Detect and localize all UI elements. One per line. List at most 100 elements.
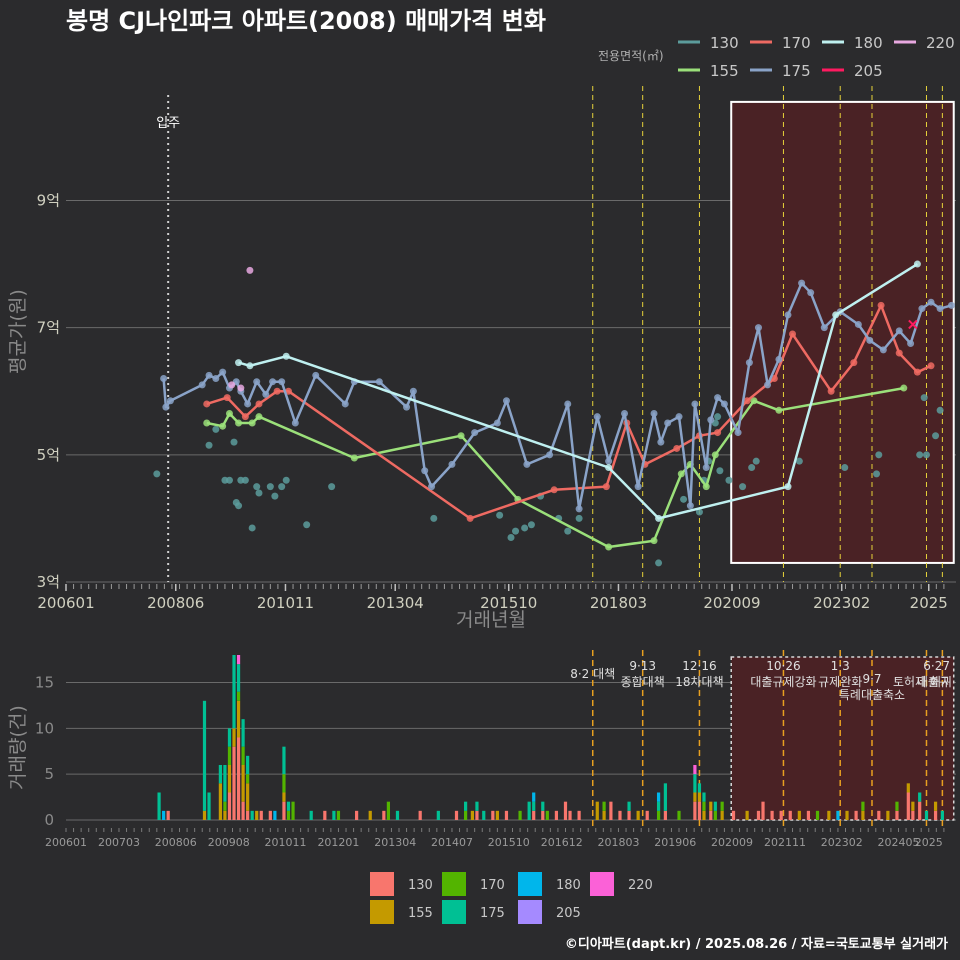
data-point-130 [255,489,263,497]
vol-bar [563,801,568,820]
vol-legend-label-205: 205 [556,906,581,921]
data-point-180 [246,362,254,370]
vol-bar [911,801,915,811]
data-point-175 [936,305,944,313]
data-point-130 [795,457,803,465]
vol-bar [713,801,717,811]
data-point-175 [657,438,665,446]
vol-bar [246,774,250,784]
data-point-170 [550,486,558,494]
vol-bar [827,810,831,820]
vol-bar [877,810,881,820]
data-point-170 [241,413,249,421]
data-point-130 [841,464,849,472]
vol-legend-label-170: 170 [480,878,505,893]
data-point-155 [702,483,710,491]
data-point-130 [655,559,663,567]
vol-bar [788,810,792,820]
vol-bar [223,810,227,820]
vol-bar [663,810,667,820]
data-point-170 [913,368,921,376]
policy-label: 토허제 해지 [893,675,952,689]
vol-legend-label-180: 180 [556,878,581,893]
vol-bar [697,801,702,820]
data-point-170 [602,483,610,491]
policy-label: 18차대책 [675,674,723,689]
policy-label: 1·3 [831,659,850,673]
data-point-175 [493,419,501,427]
data-point-170 [827,387,835,395]
data-point-130 [303,521,311,529]
data-point-180 [282,352,290,360]
data-point-130 [527,521,535,529]
data-point-175 [403,403,411,411]
vol-bar [291,801,295,820]
legend-label-180: 180 [854,34,883,52]
data-point-175 [664,419,672,427]
chart-title: 봉명 CJ나인파크 아파트(2008) 매매가격 변화 [66,7,546,35]
data-point-175 [947,301,955,309]
x-tick-label: 201803 [590,594,647,612]
vol-bar [577,810,581,820]
policy-label: 규제완화 [818,675,862,689]
vol-bar [627,810,631,820]
legend-label-175: 175 [782,62,811,80]
y-axis-label: 평균가(원) [7,289,29,374]
vol-bar [227,792,232,820]
vol-bar [259,810,263,820]
vol-y-tick-label: 5 [44,765,54,783]
x-axis-label: 거래년월 [456,609,526,631]
vol-bar [207,792,211,820]
vol-bar [470,810,475,820]
data-point-175 [754,324,762,332]
data-point-175 [714,394,722,402]
vol-bar [491,810,495,820]
data-point-175 [854,320,862,328]
vol-bar [386,801,390,820]
vol-bar [246,810,250,820]
data-point-175 [278,378,286,386]
vol-bar [713,810,717,820]
vol-bar [541,810,545,820]
vol-x-tick-label: 200908 [208,836,250,849]
vol-bar [554,810,559,820]
vol-bar [504,810,509,820]
data-point-175 [162,403,170,411]
vol-bar [636,810,640,820]
data-point-130 [564,527,572,535]
data-point-155 [248,419,256,427]
policy-label: 대출규 [917,675,950,689]
vol-bar [602,801,606,811]
vol-bar [731,810,736,820]
data-point-130 [507,533,515,541]
vol-bar [241,719,245,747]
vol-x-tick-label: 201201 [317,836,359,849]
data-point-170 [895,349,903,357]
vol-bar [906,783,910,793]
vol-bar [532,792,536,802]
vol-x-tick-label: 201011 [264,836,306,849]
vol-bar [227,746,232,765]
y-tick-label: 5억 [37,446,60,464]
data-point-175 [720,400,728,408]
data-point-220 [246,266,254,274]
vol-x-tick-label: 2025 [915,836,943,849]
vol-bar [463,810,468,820]
data-point-155 [711,451,719,459]
vol-bar [656,801,661,811]
vol-bar [861,801,865,811]
vol-bar [720,810,724,820]
vol-bar [236,664,241,692]
data-point-130 [282,476,290,484]
data-point-130 [936,406,944,414]
data-point-175 [523,460,531,468]
data-point-175 [784,311,792,319]
vol-bar [918,801,922,820]
data-point-175 [471,429,479,437]
vol-bar [677,810,681,820]
vol-highlight-box [730,656,955,821]
vol-bar [702,792,706,802]
vol-bar [854,810,858,820]
